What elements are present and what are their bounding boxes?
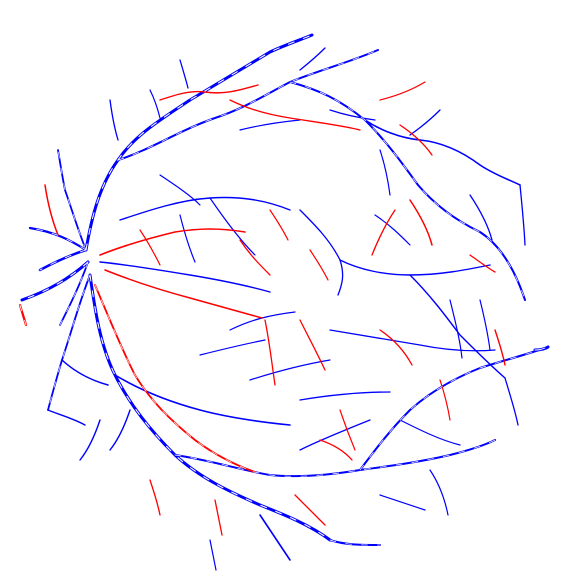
blue-vessel-segment	[47, 409, 86, 426]
red-vessel-segment	[149, 479, 161, 516]
blue-vessel-segment	[504, 377, 519, 426]
red-vessel-segment	[494, 329, 506, 366]
blue-vessel-segment	[359, 347, 546, 471]
red-vessel-segment	[409, 199, 433, 246]
blue-vessel-segment	[28, 226, 88, 252]
blue-vessel-segment	[57, 149, 87, 251]
red-vessel-segment	[214, 499, 223, 536]
red-vessel-segment	[469, 254, 496, 273]
blue-vessel-segment	[239, 119, 301, 131]
red-vessel-segment	[104, 269, 263, 319]
blue-vessel-segment	[149, 89, 161, 119]
blue-vessel-segment	[409, 109, 441, 136]
red-vessel-segment	[294, 494, 326, 526]
red-vessel-segment	[239, 239, 271, 276]
blue-vessel-segment	[299, 391, 391, 401]
red-vessel-segment	[399, 124, 433, 156]
red-vessel-segment	[319, 439, 353, 461]
blue-vessel-layer	[20, 33, 550, 571]
blue-vessel-segment	[229, 311, 296, 331]
vessel-gap	[174, 439, 496, 477]
vessel-gap	[94, 284, 256, 473]
vessel-gap-overlay	[19, 34, 549, 546]
blue-vessel-segment	[179, 59, 189, 89]
blue-vessel-segment	[159, 174, 201, 206]
red-vessel-segment	[269, 209, 289, 241]
blue-vessel-segment	[299, 209, 344, 296]
blue-vessel-segment	[329, 109, 376, 121]
vessel-gap	[59, 261, 89, 326]
blue-vessel-segment	[179, 214, 196, 263]
blue-vessel-segment	[109, 99, 119, 141]
blue-vessel-segment	[114, 374, 291, 426]
blue-vessel-segment	[399, 419, 461, 446]
vessel-gap	[329, 539, 381, 546]
blue-vessel-segment	[47, 274, 91, 411]
vessel-gap	[89, 274, 331, 541]
blue-vessel-segment	[329, 539, 381, 546]
blue-vessel-segment	[379, 494, 426, 511]
red-vessel-layer	[18, 81, 506, 536]
blue-vessel-segment	[38, 248, 88, 272]
red-vessel-segment	[299, 319, 326, 371]
blue-vessel-segment	[469, 194, 493, 241]
blue-vessel-segment	[209, 197, 256, 256]
vessel-gap	[57, 149, 87, 251]
red-vessel-segment	[229, 99, 361, 131]
red-vessel-segment	[371, 209, 396, 256]
blue-vessel-segment	[289, 81, 526, 301]
red-vessel-segment	[94, 284, 256, 473]
blue-vessel-segment	[449, 299, 463, 359]
blue-vessel-segment	[299, 419, 371, 451]
blue-vessel-segment	[20, 260, 90, 302]
red-vessel-segment	[439, 379, 451, 421]
red-vessel-segment	[379, 329, 413, 366]
vessel-gap	[534, 346, 549, 351]
blue-vessel-segment	[88, 273, 332, 542]
blue-vessel-segment	[61, 359, 109, 386]
vessel-gap	[29, 227, 87, 251]
red-vessel-segment	[264, 319, 276, 386]
blue-vessel-segment	[249, 359, 331, 381]
blue-vessel-segment	[339, 259, 491, 276]
red-vessel-segment	[379, 81, 426, 101]
red-vessel-segment	[99, 228, 246, 256]
vessel-gap	[19, 304, 27, 326]
blue-vessel-segment	[99, 261, 271, 293]
blue-vessel-segment	[79, 419, 101, 461]
blue-vessel-segment	[374, 214, 411, 246]
blue-vessel-segment	[329, 329, 496, 352]
vessel-gap	[21, 261, 89, 301]
blue-vessel-segment	[84, 33, 314, 252]
red-vessel-segment	[159, 84, 259, 101]
blue-vessel-segment	[119, 196, 291, 221]
red-vessel-segment	[44, 184, 59, 236]
blue-vessel-segment	[379, 149, 391, 196]
vessel-gap	[85, 34, 313, 251]
vessel-gap	[359, 347, 546, 471]
blue-vessel-segment	[409, 274, 506, 379]
blue-vessel-segment	[299, 47, 326, 71]
blue-vessel-segment	[259, 514, 291, 561]
vessel-gap	[39, 249, 87, 271]
blue-vessel-segment	[519, 184, 526, 246]
red-vessel-segment	[139, 229, 161, 266]
red-vessel-segment	[309, 249, 329, 281]
blue-vessel-segment	[109, 409, 131, 451]
blue-vessel-segment	[479, 299, 491, 351]
blue-vessel-segment	[209, 539, 217, 571]
blue-vessel-segment	[199, 339, 266, 356]
vessel-gap	[117, 49, 379, 161]
blue-vessel-segment	[364, 119, 521, 186]
red-vessel-segment	[339, 409, 356, 451]
blue-vessel-segment	[429, 469, 449, 516]
vessel-gap	[289, 81, 526, 301]
